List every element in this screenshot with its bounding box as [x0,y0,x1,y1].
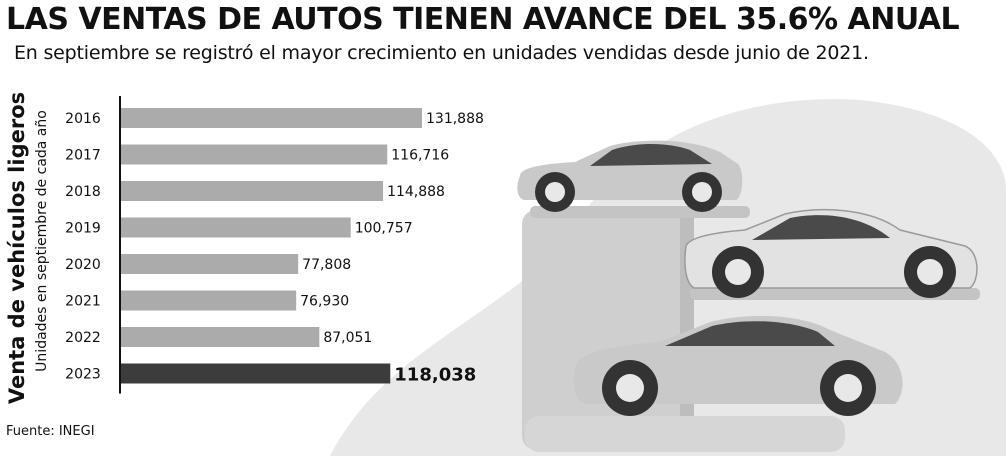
category-label-2021: 2021 [65,294,101,310]
bars [120,108,422,384]
category-label-2017: 2017 [65,148,101,164]
category-label-2018: 2018 [65,184,101,200]
bar-2020 [120,254,299,274]
bar-2023 [120,363,391,384]
y-axis-title: Venta de vehículos ligeros [5,92,29,404]
category-label-2023: 2023 [65,367,101,383]
category-labels: 2016 2017 2018 2019 2020 2021 2022 2023 [65,111,101,383]
category-label-2020: 2020 [65,257,101,273]
category-label-2016: 2016 [65,111,101,127]
value-label-2022: 87,051 [323,330,372,346]
category-label-2019: 2019 [65,221,101,237]
value-label-2020: 77,808 [302,257,351,273]
bar-2016 [120,108,422,128]
value-label-2023: 118,038 [394,365,476,386]
y-axis-subtitle: Unidades en septiembre de cada año [34,110,50,372]
car-icon-bottom [573,315,903,416]
value-label-2021: 76,930 [300,294,349,310]
y-axis-labels: Venta de vehículos ligeros Unidades en se… [5,92,50,404]
value-label-2016: 131,888 [426,111,484,127]
source-note: Fuente: INEGI [6,424,95,439]
bar-2021 [120,290,297,311]
value-label-2017: 116,716 [391,148,449,164]
lift-platform-bottom [525,416,845,452]
car-icon-middle [684,208,978,298]
car-icon-top [517,140,743,212]
bar-2018 [120,181,384,201]
bar-2022 [120,327,320,347]
lift-platform-middle [690,288,980,300]
bar-2019 [120,217,351,238]
value-label-2019: 100,757 [355,221,413,237]
value-labels: 131,888 116,716 114,888 100,757 77,808 76,930… [300,111,484,386]
page-subtitle: En septiembre se registró el mayor creci… [14,42,869,64]
bar-2017 [120,144,388,165]
page-title: LAS VENTAS DE AUTOS TIENEN AVANCE DEL 35… [6,2,960,37]
category-label-2022: 2022 [65,330,101,346]
value-label-2018: 114,888 [387,184,445,200]
